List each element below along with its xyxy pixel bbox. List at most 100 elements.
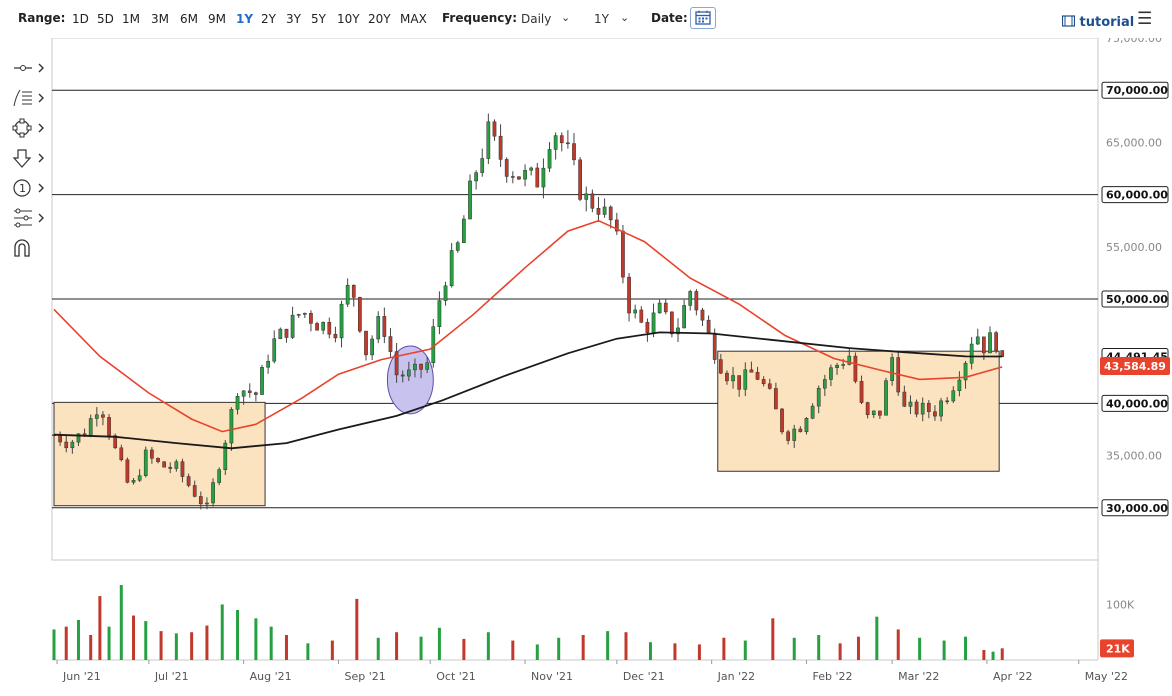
candle-body — [780, 408, 784, 433]
candle-body — [951, 390, 956, 402]
candle-body — [963, 362, 968, 381]
volume-bar — [817, 635, 821, 660]
candle-body — [633, 309, 638, 314]
candle-body — [107, 417, 111, 436]
candle-body — [529, 167, 534, 171]
candle-body — [969, 343, 974, 364]
candle-body — [743, 369, 748, 390]
candle — [694, 288, 699, 316]
candle — [688, 289, 693, 311]
range-3m[interactable]: 3M — [151, 12, 169, 26]
candle-body — [198, 496, 203, 505]
volume-bar — [875, 616, 879, 660]
candle — [413, 358, 417, 378]
candle — [602, 198, 607, 218]
candle-body — [602, 206, 607, 215]
candle — [878, 410, 882, 419]
range-2y[interactable]: 2Y — [261, 12, 276, 26]
magnet-button[interactable] — [10, 236, 50, 260]
candle-body — [945, 400, 950, 403]
candle — [394, 342, 399, 383]
candle-body — [706, 319, 711, 334]
frequency-label: Frequency: — [442, 11, 518, 25]
candle — [351, 284, 356, 307]
candle — [474, 170, 478, 190]
candle-body — [327, 322, 332, 335]
chart-toolbar: Range: 1D 5D 1M 3M 6M 9M 1Y 2Y 3Y 5Y 10Y… — [0, 0, 1172, 38]
range-10y[interactable]: 10Y — [337, 12, 360, 26]
candle-body — [798, 428, 803, 433]
candle — [621, 225, 625, 284]
range-max[interactable]: MAX — [400, 12, 427, 26]
range-1y[interactable]: 1Y — [236, 12, 254, 26]
price-tick-label: 65,000.00 — [1106, 136, 1162, 149]
arrow-tool-icon — [12, 149, 44, 168]
candle — [829, 364, 833, 387]
range-9m[interactable]: 9M — [208, 12, 226, 26]
candle — [920, 397, 925, 422]
volume-bar — [557, 637, 561, 660]
candle-body — [419, 363, 423, 370]
candle — [945, 397, 950, 405]
volume-bar — [486, 632, 490, 660]
candle-body — [382, 316, 387, 337]
candle — [504, 157, 509, 183]
range-6m[interactable]: 6M — [180, 12, 198, 26]
shape-tool-button[interactable] — [10, 116, 50, 140]
candle-body — [345, 284, 350, 305]
candle — [94, 407, 99, 427]
candle — [131, 477, 136, 485]
candle-body — [816, 387, 821, 407]
candle-body — [645, 322, 650, 333]
tutorial-link[interactable]: tutorial — [1061, 15, 1135, 30]
volume-bar — [98, 596, 102, 660]
volume-bar — [1000, 648, 1004, 660]
candle-body — [774, 388, 778, 410]
candle-body — [902, 391, 907, 407]
candle — [437, 291, 442, 335]
volume-bar — [743, 640, 747, 660]
line-tool-icon — [14, 63, 44, 73]
candle — [462, 215, 466, 243]
volume-bar — [284, 635, 288, 660]
tutorial-label: tutorial — [1079, 15, 1135, 30]
candle-body — [914, 401, 919, 415]
candle-body — [994, 332, 998, 351]
candle-body — [822, 379, 827, 389]
candle-body — [608, 206, 613, 221]
candle — [816, 385, 821, 414]
candle — [211, 478, 215, 507]
candle-body — [229, 409, 234, 444]
range-1d[interactable]: 1D — [72, 12, 89, 26]
range-5d[interactable]: 5D — [97, 12, 114, 26]
chevron-down-icon[interactable]: ⌄ — [561, 11, 571, 24]
candle — [584, 186, 589, 212]
volume-bar — [174, 633, 178, 660]
candle-body — [1000, 350, 1005, 357]
date-picker-button[interactable] — [690, 7, 716, 29]
range-20y[interactable]: 20Y — [368, 12, 391, 26]
pattern-tool-button[interactable] — [10, 206, 50, 230]
candle — [933, 405, 937, 421]
price-chart[interactable]: 75,000.00 65,000.00 55,000.00 35,000.00 70,0… — [0, 38, 1172, 696]
range-5y[interactable]: 5Y — [311, 12, 326, 26]
chevron-down-icon[interactable]: ⌄ — [620, 11, 630, 24]
range-3y[interactable]: 3Y — [286, 12, 301, 26]
fib-tool-button[interactable] — [10, 86, 50, 110]
annotation-tool-button[interactable]: 1 — [10, 176, 50, 200]
candle — [908, 395, 913, 415]
candle-body — [235, 396, 240, 410]
line-tool-button[interactable] — [10, 56, 50, 80]
candle-body — [718, 359, 723, 374]
candle-body — [639, 309, 644, 323]
period-select[interactable]: 1Y — [594, 12, 609, 26]
volume-bar — [648, 642, 652, 660]
frequency-select[interactable]: Daily — [521, 12, 552, 26]
candle-body — [663, 302, 668, 313]
arrow-tool-button[interactable] — [10, 146, 50, 170]
range-1m[interactable]: 1M — [122, 12, 140, 26]
hamburger-menu-icon[interactable]: ☰ — [1137, 9, 1153, 29]
shape-tool-icon — [12, 118, 44, 138]
candle — [743, 362, 748, 397]
current-price-badge — [1100, 356, 1170, 375]
